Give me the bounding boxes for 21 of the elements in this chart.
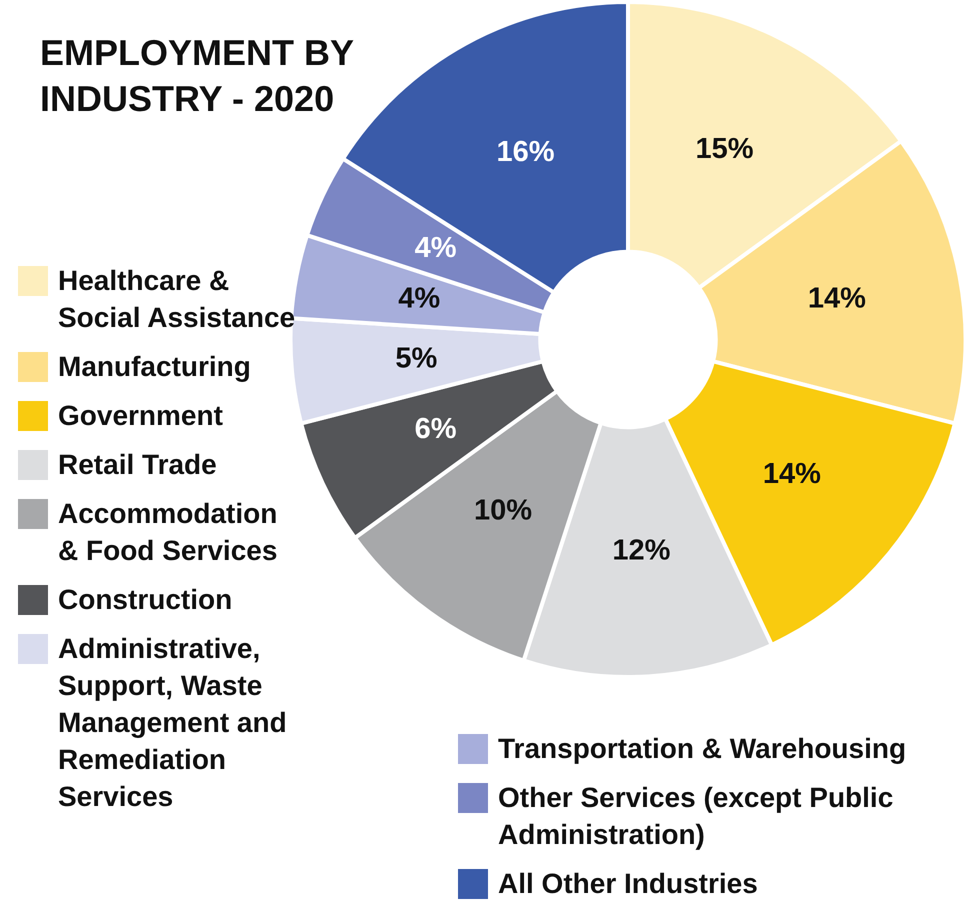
data-label: 14% (762, 458, 822, 490)
legend-label: Transportation & Warehousing (498, 732, 906, 766)
data-label: 16% (496, 136, 555, 168)
legend-label: Construction (58, 583, 232, 617)
legend-label: Manufacturing (58, 350, 251, 384)
legend-label: Accommodation & Food Services (58, 497, 278, 568)
data-label: 4% (414, 232, 457, 264)
data-label: 4% (398, 282, 440, 315)
legend-label: Administrative, Support, Waste Management and Remediation Services (58, 632, 288, 814)
legend-label: Other Services (except Public Administration) (498, 781, 894, 852)
text: EMPLOYMENT BY INDUSTRY - 2020 (40, 31, 354, 121)
data-label: 15% (696, 133, 754, 166)
legend-label: Healthcare & Social Assistance (58, 264, 296, 335)
data-label: 12% (612, 534, 671, 567)
data-label: 10% (474, 494, 532, 527)
data-label: 5% (395, 342, 438, 375)
data-label: 14% (808, 282, 866, 315)
legend-label: Government (58, 399, 223, 433)
data-label: 6% (414, 413, 457, 446)
legend-label: All Other Industries (498, 867, 758, 901)
legend-label: Retail Trade (58, 448, 217, 482)
